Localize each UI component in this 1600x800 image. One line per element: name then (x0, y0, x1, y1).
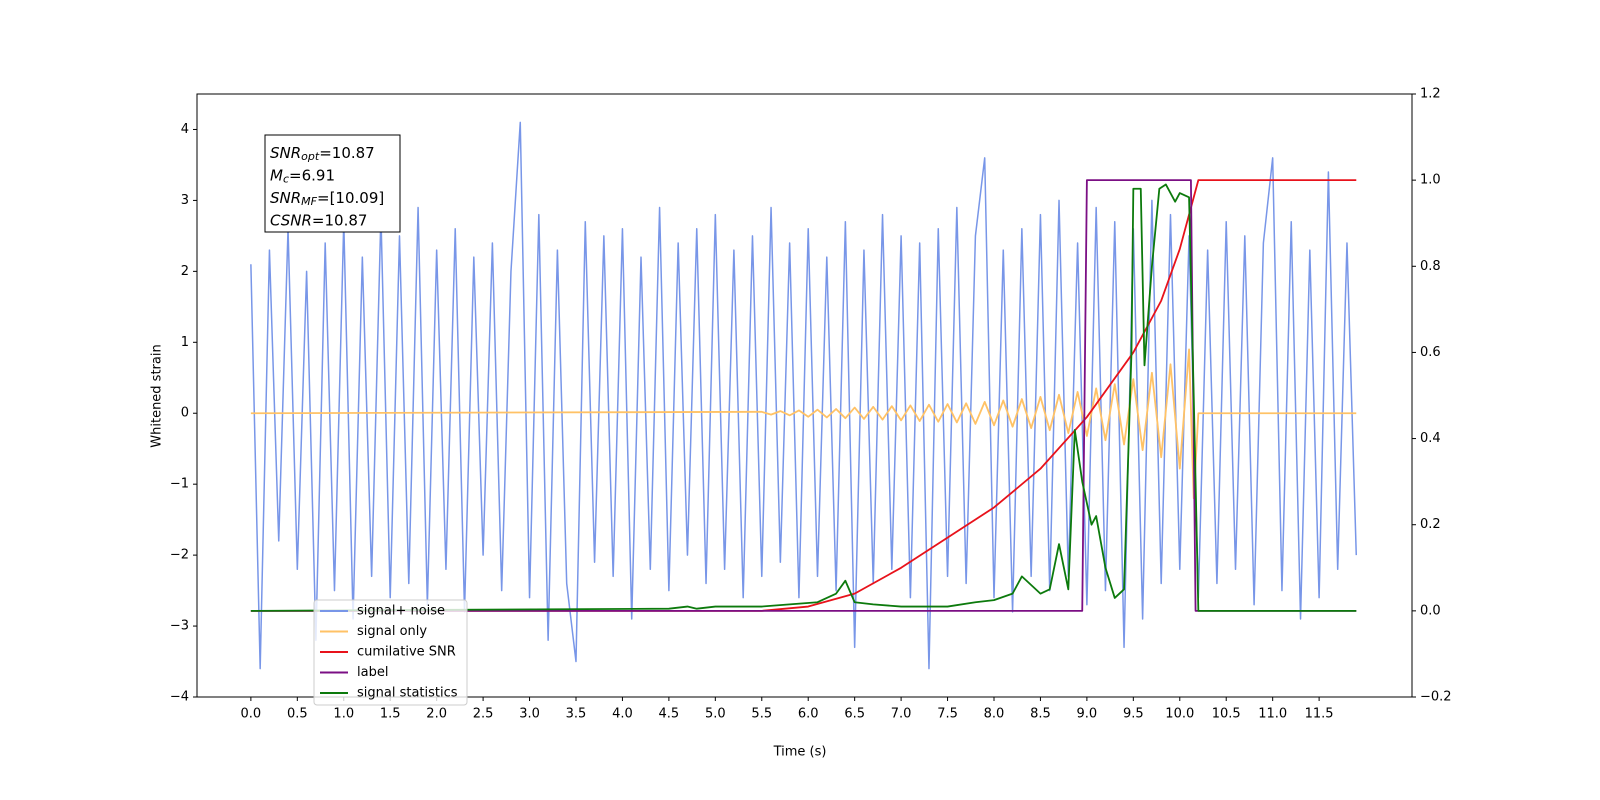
x-tick-label: 5.5 (751, 707, 772, 722)
x-tick-label: 0.5 (287, 707, 308, 722)
x-tick-label: 4.5 (659, 707, 680, 722)
y2-tick-label: 0.2 (1420, 517, 1441, 532)
y-tick-label: −3 (170, 619, 189, 634)
annotation-line: CSNR=10.87 (270, 211, 367, 229)
y-tick-label: −2 (170, 548, 189, 563)
x-tick-label: 2.5 (473, 707, 494, 722)
series-line (250, 179, 1357, 612)
plot-frame (196, 93, 1413, 698)
x-tick-label: 11.0 (1258, 707, 1287, 722)
y-tick-label: 0 (181, 406, 189, 421)
y-tick-label: 2 (181, 264, 189, 279)
annotation-value: =10.87 (312, 211, 368, 229)
annotation-value: =[10.09] (317, 189, 384, 207)
x-tick-label: 3.0 (519, 707, 540, 722)
annotation-subscript: c (283, 173, 289, 186)
annotation-box (264, 134, 401, 233)
legend-box (313, 599, 468, 706)
x-tick-label: 4.0 (612, 707, 633, 722)
x-tick-label: 10.0 (1165, 707, 1194, 722)
x-tick-label: 9.5 (1123, 707, 1144, 722)
annotation-value: =6.91 (289, 166, 335, 184)
x-tick-label: 1.0 (333, 707, 354, 722)
x-tick-label: 8.5 (1030, 707, 1051, 722)
y-tick-label: 3 (181, 193, 189, 208)
x-tick-label: 7.0 (891, 707, 912, 722)
annotation-value: =10.87 (319, 144, 375, 162)
x-tick-label: 10.5 (1212, 707, 1241, 722)
x-tick-label: 3.5 (566, 707, 587, 722)
annotation-subscript: MF (301, 195, 317, 208)
y2-tick-label: 1.0 (1420, 173, 1441, 188)
annotation-symbol: M (270, 166, 283, 184)
series-line (250, 348, 1357, 500)
x-axis-label: Time (s) (773, 745, 827, 760)
x-tick-label: 6.0 (798, 707, 819, 722)
y-tick-label: 1 (181, 335, 189, 350)
x-tick-label: 6.5 (844, 707, 865, 722)
y2-tick-label: −0.2 (1420, 690, 1452, 705)
legend-label: cumilative SNR (357, 645, 456, 660)
y2-tick-label: 0.6 (1420, 345, 1441, 360)
annotation-line: SNRMF=[10.09] (270, 189, 384, 209)
y2-tick-label: 0.0 (1420, 603, 1441, 618)
x-tick-label: 11.5 (1305, 707, 1334, 722)
annotation-subscript: opt (301, 150, 320, 163)
x-tick-label: 7.5 (937, 707, 958, 722)
y2-tick-label: 1.2 (1420, 87, 1441, 102)
annotation-symbol: CSNR (270, 211, 312, 229)
x-tick-label: 5.0 (705, 707, 726, 722)
y2-tick-label: 0.8 (1420, 259, 1441, 274)
annotation-symbol: SNR (270, 189, 301, 207)
legend-label: signal+ noise (357, 604, 445, 619)
annotation-symbol: SNR (270, 144, 301, 162)
x-tick-label: 2.0 (426, 707, 447, 722)
legend-label: label (357, 665, 388, 680)
y-axis-label: Whitened strain (150, 344, 165, 447)
y-tick-label: −4 (170, 690, 189, 705)
legend-label: signal only (357, 624, 427, 639)
annotation-line: SNRopt=10.87 (270, 144, 375, 164)
legend-label: signal statistics (357, 686, 458, 701)
annotation-line: Mc=6.91 (270, 166, 335, 186)
x-tick-label: 0.0 (241, 707, 262, 722)
x-tick-label: 8.0 (984, 707, 1005, 722)
y-tick-label: 4 (181, 122, 189, 137)
y-tick-label: −1 (170, 477, 189, 492)
x-tick-label: 1.5 (380, 707, 401, 722)
series-line (250, 183, 1357, 612)
y2-tick-label: 0.4 (1420, 431, 1441, 446)
x-tick-label: 9.0 (1077, 707, 1098, 722)
